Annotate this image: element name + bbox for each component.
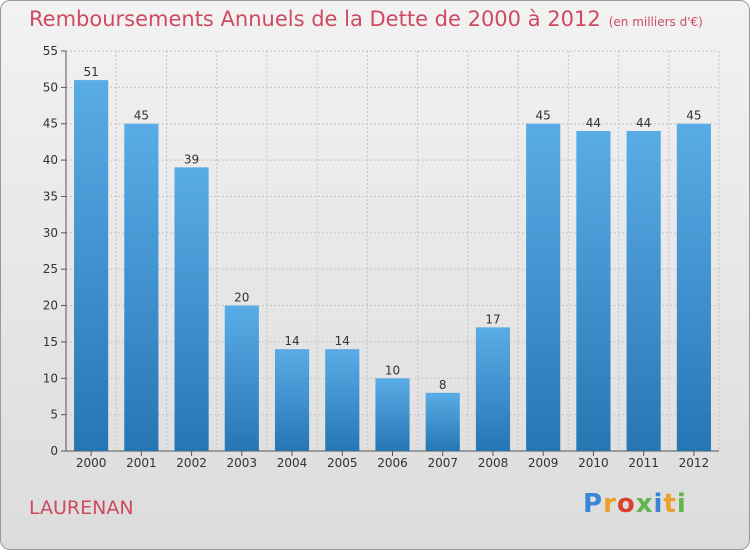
bars — [74, 80, 711, 452]
data-label-2000: 51 — [83, 65, 98, 79]
bar-2002 — [174, 167, 209, 451]
y-tick-label: 15 — [43, 335, 58, 349]
y-tick-label: 40 — [43, 153, 58, 167]
data-label-2002: 39 — [184, 152, 199, 166]
bar-2009 — [526, 123, 561, 452]
proxiti-logo[interactable]: Proxiti — [583, 489, 687, 519]
x-tick-label-2002: 2002 — [176, 456, 207, 470]
chart-title-text: Remboursements Annuels de la Dette de 20… — [29, 7, 601, 31]
data-label-2005: 14 — [335, 334, 350, 348]
x-tick-label-2010: 2010 — [578, 456, 609, 470]
data-label-2011: 44 — [636, 116, 651, 130]
bar-2010 — [576, 131, 611, 451]
y-tick-label: 25 — [43, 262, 58, 276]
bar-2007 — [425, 392, 460, 451]
x-tick-label-2004: 2004 — [277, 456, 308, 470]
y-tick-label: 45 — [43, 117, 58, 131]
data-label-2010: 44 — [586, 116, 601, 130]
x-tick-label-2012: 2012 — [679, 456, 710, 470]
data-label-2001: 45 — [134, 109, 149, 123]
y-tick-label: 50 — [43, 80, 58, 94]
logo-letter: i — [676, 489, 687, 519]
bar-2012 — [676, 123, 711, 452]
x-tick-label-2011: 2011 — [628, 456, 659, 470]
location-name: LAURENAN — [29, 497, 134, 519]
chart-subtitle: (en milliers d'€) — [608, 15, 703, 29]
x-tick-label-2001: 2001 — [126, 456, 157, 470]
bar-2008 — [475, 327, 511, 451]
logo-letter: i — [653, 489, 664, 519]
logo-letter: t — [663, 489, 677, 519]
x-tick-label-2003: 2003 — [227, 456, 258, 470]
data-label-2003: 20 — [234, 291, 249, 305]
x-tick-label-2008: 2008 — [478, 456, 509, 470]
bar-2001 — [124, 123, 159, 452]
bar-2004 — [274, 349, 310, 451]
labels: 0 5 10 15 20 25 30 35 40 45 50 55 51 2000 45 2001 39 2002… — [43, 44, 709, 470]
data-label-2004: 14 — [284, 334, 299, 348]
y-tick-label: 55 — [43, 44, 58, 58]
logo-letter: o — [616, 489, 636, 519]
y-tick-label: 35 — [43, 189, 58, 203]
data-label-2009: 45 — [536, 109, 551, 123]
bar-2005 — [325, 349, 360, 451]
y-tick-label: 30 — [43, 226, 58, 240]
x-tick-label-2005: 2005 — [327, 456, 358, 470]
y-tick-label: 20 — [43, 299, 58, 313]
y-tick-label: 10 — [43, 371, 58, 385]
x-tick-label-2009: 2009 — [528, 456, 559, 470]
x-tick-label-2007: 2007 — [427, 456, 458, 470]
data-label-2007: 8 — [439, 378, 447, 392]
data-label-2012: 45 — [686, 109, 701, 123]
bar-2000 — [74, 80, 109, 451]
bar-2006 — [375, 378, 410, 451]
data-label-2008: 17 — [485, 312, 500, 326]
logo-letter: x — [635, 489, 654, 519]
y-tick-label: 0 — [50, 444, 58, 458]
bar-2011 — [626, 131, 661, 451]
chart-title: Remboursements Annuels de la Dette de 20… — [29, 7, 703, 31]
x-tick-label-2000: 2000 — [76, 456, 107, 470]
x-tick-label-2006: 2006 — [377, 456, 408, 470]
bar-2003 — [224, 305, 259, 451]
data-label-2006: 10 — [385, 363, 400, 377]
logo-letter: P — [583, 489, 604, 519]
y-tick-label: 5 — [50, 408, 58, 422]
logo-letter: r — [603, 489, 617, 519]
